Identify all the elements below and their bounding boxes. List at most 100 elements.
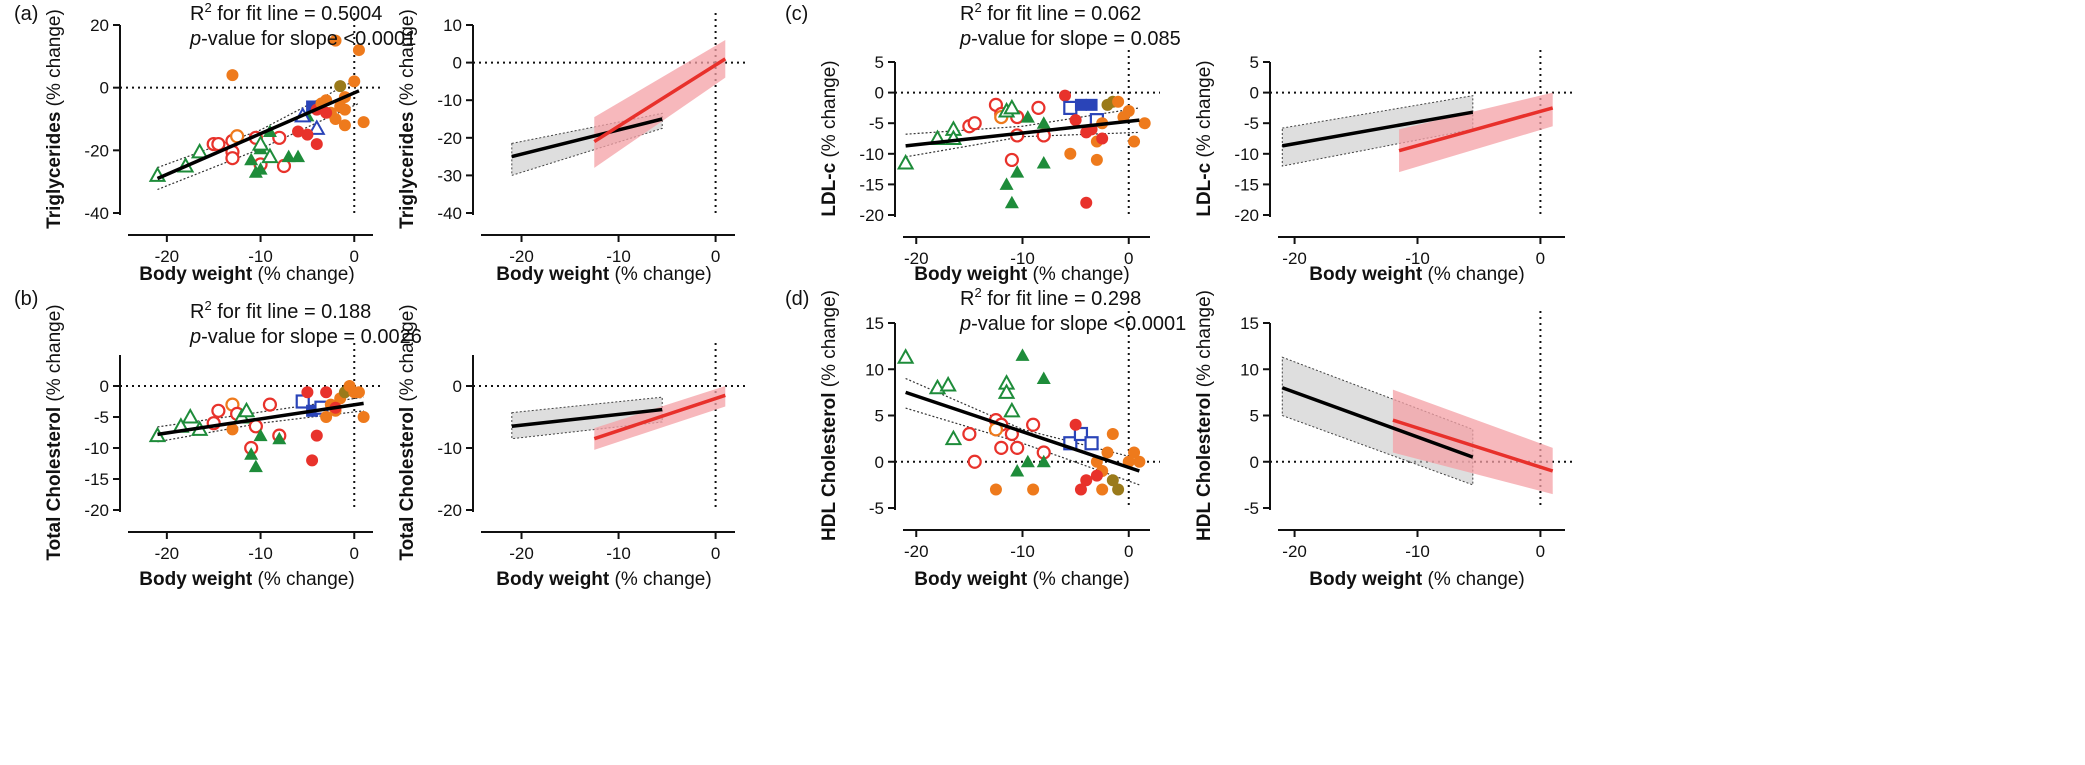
data-point-square bbox=[1064, 102, 1076, 114]
x-tick-label: -20 bbox=[1282, 249, 1307, 268]
y-tick-label: -5 bbox=[94, 408, 109, 427]
panel-b-groups: -20-100-20 -10 0Body weight (% change)Tota… bbox=[397, 304, 745, 590]
data-point-circle bbox=[1123, 105, 1135, 117]
data-point-triangle bbox=[1037, 116, 1051, 129]
y-tick-label: -5 bbox=[869, 114, 884, 133]
y-tick-label: 5 bbox=[875, 53, 884, 72]
data-point-circle bbox=[1102, 447, 1114, 459]
panel-label-d: (d) bbox=[785, 288, 809, 310]
y-axis-label-bold: HDL Cholesterol bbox=[819, 392, 840, 541]
y-tick-label: -10 bbox=[1234, 145, 1259, 164]
x-tick-label: -10 bbox=[1010, 542, 1035, 561]
data-points bbox=[150, 35, 369, 181]
annotation-p-a: p-value for slope <0.0001 bbox=[189, 28, 416, 50]
data-point-triangle bbox=[1005, 404, 1019, 417]
y-tick-label: 5 bbox=[875, 407, 884, 426]
data-point-circle bbox=[311, 138, 323, 150]
y-tick-label: 0 bbox=[1250, 453, 1259, 472]
data-point-circle bbox=[969, 117, 981, 129]
data-point-circle bbox=[226, 69, 238, 81]
data-point-triangle bbox=[1037, 372, 1051, 385]
data-points bbox=[899, 90, 1151, 209]
y-tick-label: -10 bbox=[437, 91, 462, 110]
x-tick-label: 0 bbox=[1536, 542, 1545, 561]
data-point-circle bbox=[1027, 419, 1039, 431]
y-axis-label: HDL Cholesterol (% change) bbox=[819, 290, 840, 541]
y-tick-label: 0 bbox=[100, 79, 109, 98]
y-tick-label: -20 bbox=[437, 129, 462, 148]
x-tick-label: -20 bbox=[904, 542, 929, 561]
y-tick-label: -20 bbox=[859, 206, 884, 225]
x-axis-label-rest: (% change) bbox=[252, 569, 354, 590]
data-point-triangle bbox=[1010, 165, 1024, 178]
y-axis-label: Triglycerides (% change) bbox=[44, 9, 65, 229]
y-tick-label: 10 bbox=[443, 16, 462, 35]
y-tick-label: -5 bbox=[1244, 114, 1259, 133]
x-tick-label: -20 bbox=[155, 544, 180, 563]
y-tick-label: -15 bbox=[1234, 175, 1259, 194]
y-tick-label: -5 bbox=[869, 499, 884, 518]
x-axis-label: Body weight (% change) bbox=[914, 264, 1129, 285]
y-axis-label-rest: (% change) bbox=[44, 9, 65, 111]
x-tick-label: 0 bbox=[350, 544, 359, 563]
data-point-square bbox=[1086, 99, 1098, 111]
y-axis-label-bold: Total Cholesterol bbox=[44, 407, 65, 561]
y-tick-label: 0 bbox=[453, 377, 462, 396]
y-axis-label-rest: (% change) bbox=[1194, 60, 1215, 162]
y-tick-label: -40 bbox=[84, 204, 109, 223]
data-point-triangle bbox=[291, 150, 305, 163]
data-point-circle bbox=[226, 152, 238, 164]
y-axis-label-rest: (% change) bbox=[819, 290, 840, 392]
x-axis-label: Body weight (% change) bbox=[1309, 569, 1524, 590]
data-point-circle bbox=[1128, 136, 1140, 148]
data-point-triangle bbox=[1016, 348, 1030, 361]
data-point-circle bbox=[212, 405, 224, 417]
data-point-circle bbox=[1091, 154, 1103, 166]
data-point-circle bbox=[1107, 428, 1119, 440]
x-axis-label-bold: Body weight bbox=[1309, 569, 1423, 590]
y-tick-label: 0 bbox=[875, 453, 884, 472]
y-tick-label: -20 bbox=[437, 501, 462, 520]
data-point-square bbox=[1086, 437, 1098, 449]
annotation-p-c: p-value for slope = 0.085 bbox=[959, 28, 1181, 50]
data-point-circle bbox=[1059, 90, 1071, 102]
y-tick-label: -15 bbox=[859, 175, 884, 194]
panel-label-c: (c) bbox=[785, 3, 808, 25]
annotation-r2-b: R2 for fit line = 0.188 bbox=[190, 298, 371, 323]
y-tick-label: 10 bbox=[1240, 360, 1259, 379]
x-tick-label: -10 bbox=[606, 544, 631, 563]
data-points bbox=[150, 380, 369, 472]
y-tick-label: -40 bbox=[437, 204, 462, 223]
data-point-circle bbox=[1075, 484, 1087, 496]
x-axis-label-rest: (% change) bbox=[1027, 264, 1129, 285]
annotation-r2-a: R2 for fit line = 0.5004 bbox=[190, 0, 382, 25]
data-point-circle bbox=[1070, 419, 1082, 431]
data-point-circle bbox=[358, 411, 370, 423]
data-point-circle bbox=[963, 428, 975, 440]
data-point-triangle bbox=[193, 145, 207, 158]
y-axis-label: LDL-c (% change) bbox=[819, 60, 840, 216]
data-point-circle bbox=[1064, 148, 1076, 160]
data-point-circle bbox=[320, 386, 332, 398]
data-point-circle bbox=[990, 484, 1002, 496]
data-point-circle bbox=[264, 399, 276, 411]
y-tick-label: 20 bbox=[90, 16, 109, 35]
data-point-triangle bbox=[946, 432, 960, 445]
x-axis-label: Body weight (% change) bbox=[139, 264, 354, 285]
y-axis-label-bold: HDL Cholesterol bbox=[1194, 392, 1215, 541]
y-tick-label: -10 bbox=[437, 439, 462, 458]
y-tick-label: 0 bbox=[875, 84, 884, 103]
data-point-circle bbox=[306, 454, 318, 466]
y-tick-label: -20 bbox=[84, 501, 109, 520]
x-tick-label: 0 bbox=[711, 544, 720, 563]
y-axis-label: LDL-c (% change) bbox=[1194, 60, 1215, 216]
annotation-p-d: p-value for slope <0.0001 bbox=[959, 313, 1186, 335]
y-axis-label-bold: LDL-c bbox=[819, 162, 840, 216]
x-axis-label-bold: Body weight bbox=[139, 569, 253, 590]
x-axis-label: Body weight (% change) bbox=[1309, 264, 1524, 285]
y-axis-label-rest: (% change) bbox=[1194, 290, 1215, 392]
data-point-triangle bbox=[1037, 156, 1051, 169]
